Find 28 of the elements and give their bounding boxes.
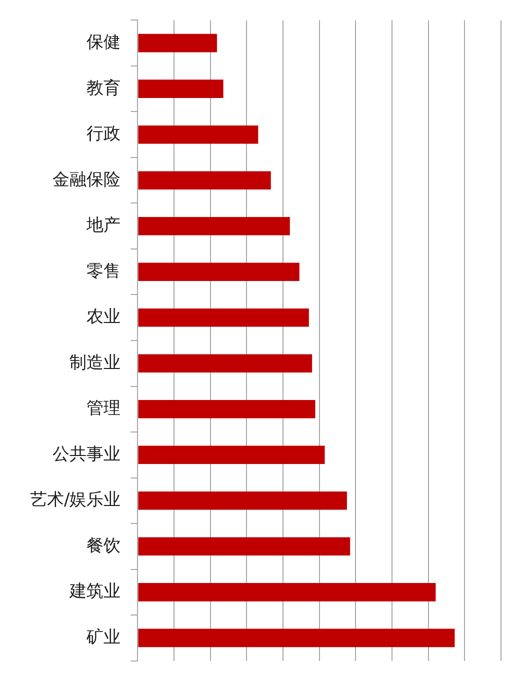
bar (138, 216, 290, 236)
y-tick-label: 餐饮 (86, 536, 121, 556)
y-tick-label: 艺术/娱乐业 (30, 490, 121, 510)
bar (138, 262, 300, 282)
y-tick-label: 教育 (86, 78, 121, 98)
y-tick-label: 农业 (86, 307, 121, 328)
y-tick-label: 建筑业 (68, 582, 121, 602)
bar (138, 628, 455, 648)
y-tick-label: 公共事业 (52, 444, 121, 464)
bar (138, 80, 224, 98)
y-tick-label: 行政 (86, 124, 121, 144)
y-tick-label: 地产 (86, 216, 121, 236)
y-tick-label: 保健 (86, 32, 121, 52)
bar (138, 537, 350, 556)
y-tick-label: 制造业 (70, 352, 121, 373)
bar (138, 125, 258, 144)
bar (138, 446, 325, 464)
bar (138, 492, 347, 510)
bar (138, 583, 436, 602)
bar (138, 308, 309, 327)
y-tick-label: 零售 (86, 261, 121, 282)
bar (138, 171, 271, 190)
y-tick-label: 矿业 (86, 627, 121, 648)
y-tick-label: 金融保险 (52, 170, 121, 190)
bar (138, 400, 316, 418)
y-tick-label: 管理 (86, 398, 121, 419)
bar (138, 34, 217, 52)
bar (138, 354, 312, 373)
